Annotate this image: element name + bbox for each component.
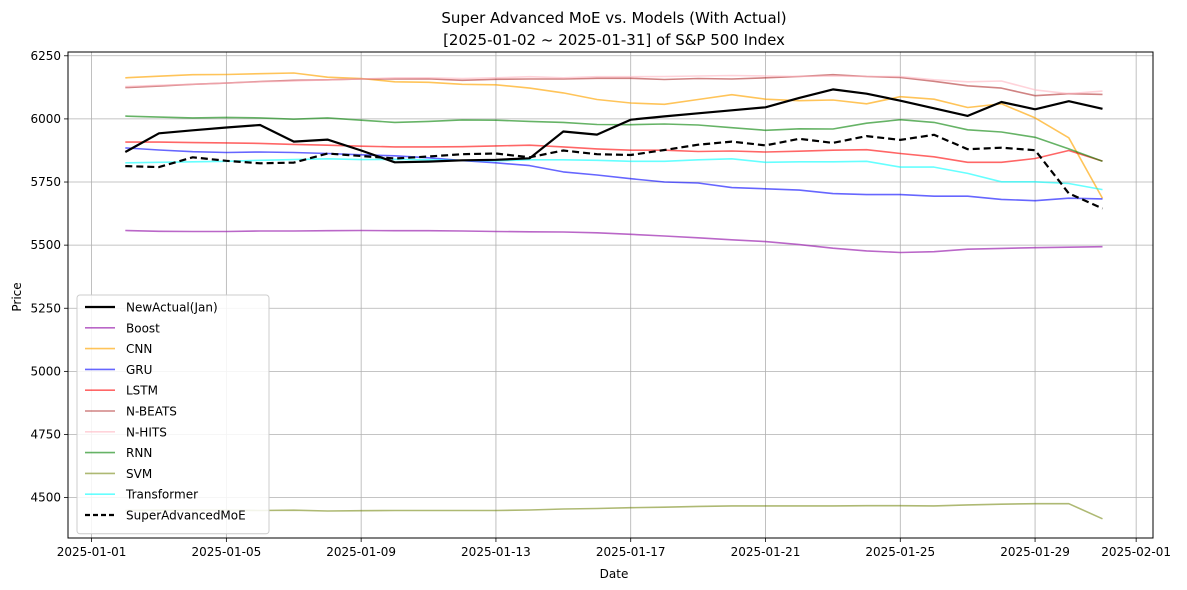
- series-line-lstm: [125, 141, 1103, 164]
- series-line-transformer: [125, 158, 1103, 191]
- y-tick-label: 5000: [30, 364, 61, 378]
- y-tick-label: 6000: [30, 112, 61, 126]
- legend-label-n-hits: N-HITS: [126, 425, 167, 439]
- series-line-newactual-jan: [124, 88, 1103, 164]
- chart-title-line-2: [2025-01-02 ~ 2025-01-31] of S&P 500 Ind…: [443, 31, 785, 49]
- x-tick-label: 2025-01-29: [1000, 545, 1070, 559]
- series-line-rnn: [125, 115, 1103, 163]
- series-lines: [124, 72, 1104, 520]
- legend-box: [76, 294, 270, 535]
- legend-label-svm: SVM: [126, 467, 152, 481]
- x-axis-label: Date: [600, 567, 629, 581]
- legend: NewActual(Jan) Boost CNN GRU LSTM N-BEATS N-HI…: [76, 294, 270, 535]
- x-tick-label: 2025-02-01: [1101, 545, 1171, 559]
- legend-label-n-beats: N-BEATS: [126, 405, 177, 419]
- series-line-boost: [125, 229, 1103, 254]
- series-line-svm: [125, 502, 1103, 520]
- legend-label-rnn: RNN: [126, 446, 152, 460]
- legend-label-newactual-jan: NewActual(Jan): [126, 301, 218, 315]
- x-tick-label: 2025-01-09: [326, 545, 396, 559]
- axis-ticks: 2025-01-01 2025-01-05 2025-01-09 2025-01-13…: [30, 49, 1171, 559]
- x-tick-label: 2025-01-05: [191, 545, 261, 559]
- y-tick-label: 4500: [30, 491, 61, 505]
- series-line-n-hits: [125, 74, 1103, 95]
- legend-label-transformer: Transformer: [125, 488, 198, 502]
- series-line-gru: [125, 147, 1103, 202]
- y-tick-label: 4750: [30, 427, 61, 441]
- legend-label-gru: GRU: [126, 363, 152, 377]
- series-line-cnn: [125, 72, 1104, 199]
- y-tick-label: 5750: [30, 175, 61, 189]
- x-tick-label: 2025-01-01: [57, 545, 127, 559]
- legend-label-cnn: CNN: [126, 342, 152, 356]
- legend-label-superadvancedmoe: SuperAdvancedMoE: [126, 509, 246, 523]
- y-tick-label: 5500: [30, 238, 61, 252]
- x-tick-label: 2025-01-13: [461, 545, 531, 559]
- x-tick-label: 2025-01-17: [596, 545, 666, 559]
- legend-label-lstm: LSTM: [126, 384, 158, 398]
- chart-title-line-1: Super Advanced MoE vs. Models (With Actu…: [441, 9, 786, 27]
- x-tick-label: 2025-01-25: [865, 545, 935, 559]
- plot-area-frame: [67, 51, 1154, 539]
- y-tick-label: 6250: [30, 49, 61, 63]
- x-tick-label: 2025-01-21: [731, 545, 801, 559]
- legend-label-boost: Boost: [126, 321, 160, 335]
- y-axis-label: Price: [10, 282, 24, 311]
- y-tick-label: 5250: [30, 301, 61, 315]
- series-line-n-beats: [125, 73, 1103, 97]
